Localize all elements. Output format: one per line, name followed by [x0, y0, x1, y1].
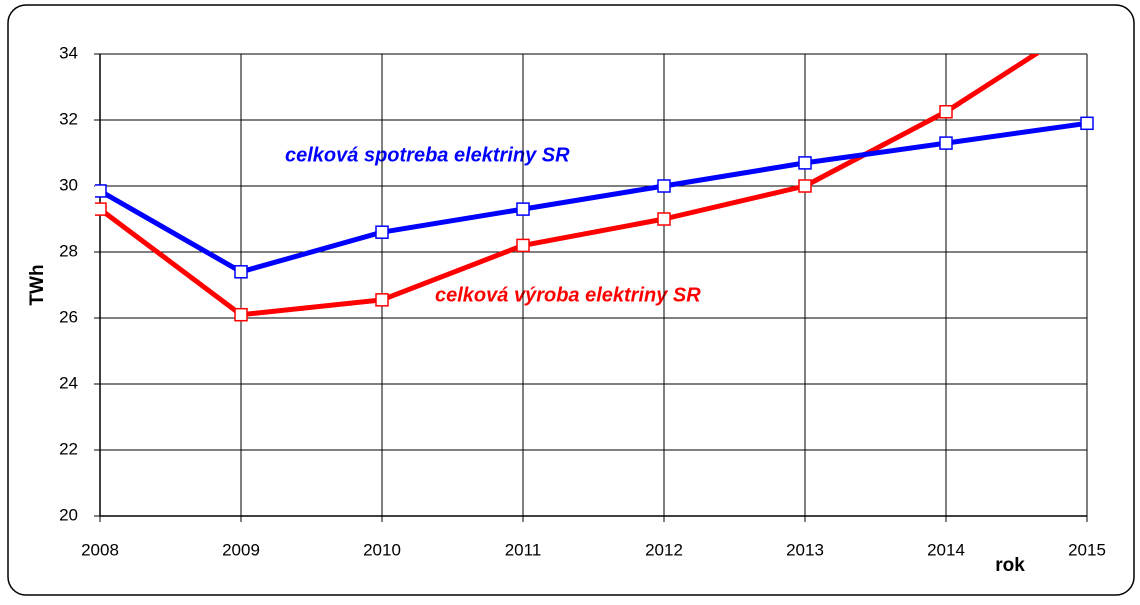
- marker: [516, 202, 530, 216]
- x-axis-label: rok: [995, 555, 1025, 576]
- series-line: [98, 120, 1088, 275]
- x-tick-label: 2015: [1068, 540, 1106, 559]
- marker: [939, 136, 953, 150]
- marker: [95, 202, 107, 216]
- y-tick-label: 32: [59, 109, 78, 128]
- y-tick-label: 24: [59, 373, 78, 392]
- marker: [798, 156, 812, 170]
- x-tick-label: 2014: [927, 540, 965, 559]
- plot-area: [95, 54, 1094, 322]
- y-tick-label: 28: [59, 241, 78, 260]
- marker: [234, 265, 248, 279]
- x-tick-label: 2010: [363, 540, 401, 559]
- annotation: celková spotreba elektriny SR: [285, 144, 570, 166]
- x-tick-label: 2008: [81, 540, 119, 559]
- frame: [7, 4, 1135, 596]
- x-tick-label: 2009: [222, 540, 260, 559]
- x-tick-label: 2011: [505, 540, 542, 559]
- x-tick-label: 2012: [645, 540, 683, 559]
- y-tick-label: 34: [59, 43, 78, 62]
- marker: [95, 184, 107, 198]
- marker: [1080, 116, 1094, 131]
- marker: [375, 293, 389, 307]
- marker: [798, 179, 812, 193]
- y-tick-label: 26: [59, 307, 78, 326]
- y-tick-label: 30: [59, 175, 78, 194]
- marker: [375, 225, 389, 239]
- marker: [657, 179, 671, 193]
- y-tick-label: 20: [59, 505, 78, 524]
- marker: [234, 307, 248, 322]
- marker: [516, 238, 530, 253]
- marker: [657, 212, 671, 226]
- y-tick-label: 22: [59, 439, 78, 458]
- series-line: [98, 54, 1041, 318]
- annotation: celková výroba elektriny SR: [435, 284, 701, 306]
- marker: [939, 105, 953, 119]
- y-axis-label: TWh: [27, 264, 48, 305]
- x-tick-label: 2013: [786, 540, 824, 559]
